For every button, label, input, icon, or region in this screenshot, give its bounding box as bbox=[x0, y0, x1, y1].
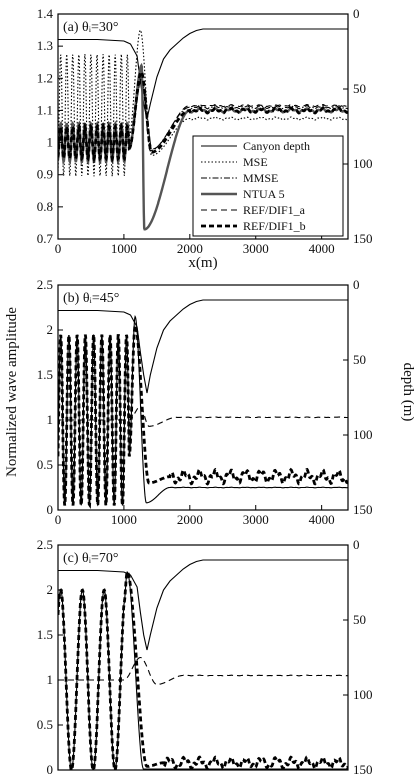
series-line-ref-dif1-b bbox=[58, 70, 348, 164]
plot-frame bbox=[57, 544, 349, 771]
series-line-canyon-depth bbox=[58, 559, 348, 651]
y-tick-label: 0.9 bbox=[37, 167, 53, 182]
x-tick-label: 4000 bbox=[309, 512, 335, 527]
series-line-ntua-5 bbox=[58, 571, 348, 770]
y2-tick-label: 0 bbox=[353, 6, 360, 21]
y2-tick-label: 50 bbox=[353, 612, 366, 627]
right-axis-label: depth (m) bbox=[400, 363, 414, 422]
panel-1: 0.7 0.8 0.9 1 1.1 1.2 1.3 1.4 0 50 100 150 0 1000 2000… bbox=[37, 6, 373, 271]
y2-tick-label: 0 bbox=[353, 277, 360, 292]
series-line-ref-dif1-a bbox=[58, 405, 348, 427]
legend-entry: REF/DIF1_a bbox=[243, 203, 306, 217]
panel-label: (b) θᵢ=45° bbox=[63, 291, 119, 306]
left-axis-label: Normalized wave amplitude bbox=[4, 307, 20, 477]
y-tick-label: 1.3 bbox=[37, 38, 53, 53]
legend-entry: NTUA 5 bbox=[243, 187, 285, 201]
y-tick-label: 0 bbox=[47, 762, 54, 777]
y2-tick-label: 150 bbox=[353, 762, 373, 777]
series-line-canyon-depth bbox=[58, 299, 348, 394]
x-axis-label: x(m) bbox=[188, 255, 217, 271]
y2-tick-label: 50 bbox=[353, 81, 366, 96]
x-tick-label: 1000 bbox=[111, 512, 137, 527]
y-tick-label: 1.1 bbox=[37, 102, 53, 117]
y-tick-label: 1 bbox=[47, 412, 54, 427]
y-tick-label: 0.5 bbox=[37, 457, 53, 472]
legend-entry: Canyon depth bbox=[243, 139, 310, 153]
x-tick-label: 4000 bbox=[309, 241, 335, 256]
panel-label: (a) θᵢ=30° bbox=[63, 20, 119, 35]
x-tick-label: 2000 bbox=[177, 512, 203, 527]
y2-tick-label: 150 bbox=[353, 502, 373, 517]
series-line-ref-dif1-a bbox=[58, 656, 348, 686]
plot-frame bbox=[57, 13, 349, 240]
legend-entry: MSE bbox=[243, 155, 268, 169]
series-line-ref-dif1-b bbox=[58, 570, 348, 770]
y-tick-label: 0 bbox=[47, 502, 54, 517]
y-tick-label: 1.4 bbox=[37, 6, 54, 21]
y2-tick-label: 50 bbox=[353, 352, 366, 367]
y2-tick-label: 150 bbox=[353, 231, 373, 246]
series-line-canyon-depth bbox=[58, 28, 348, 120]
y-tick-label: 1 bbox=[47, 135, 54, 150]
y-tick-label: 2 bbox=[47, 582, 54, 597]
y-tick-label: 0.5 bbox=[37, 717, 53, 732]
y2-tick-label: 100 bbox=[353, 687, 373, 702]
y-tick-label: 1.5 bbox=[37, 367, 53, 382]
panel-3: 0 0.5 1 1.5 2 2.5 0 50 100 150 (c) θᵢ=70° bbox=[37, 537, 373, 777]
legend-box bbox=[192, 135, 344, 237]
y-tick-label: 1 bbox=[47, 672, 54, 687]
x-tick-label: 1000 bbox=[111, 241, 137, 256]
x-tick-label: 3000 bbox=[243, 241, 269, 256]
y-tick-label: 0.8 bbox=[37, 199, 53, 214]
y2-tick-label: 0 bbox=[353, 537, 360, 552]
y2-tick-label: 100 bbox=[353, 427, 373, 442]
legend-entry: REF/DIF1_b bbox=[243, 219, 306, 233]
y-tick-label: 1.5 bbox=[37, 627, 53, 642]
y2-tick-label: 100 bbox=[353, 156, 373, 171]
legend-entry: MMSE bbox=[243, 171, 278, 185]
x-tick-label: 2000 bbox=[177, 241, 203, 256]
y-tick-label: 0.7 bbox=[37, 231, 54, 246]
plot-frame bbox=[57, 284, 349, 511]
x-tick-label: 0 bbox=[55, 241, 62, 256]
y-tick-label: 2.5 bbox=[37, 537, 53, 552]
series-line-mse bbox=[58, 29, 348, 177]
y-tick-label: 1.2 bbox=[37, 70, 53, 85]
panel-2: 0 0.5 1 1.5 2 2.5 0 50 100 150 0 1000 2000 3000 4000 (b… bbox=[37, 277, 373, 527]
series-line-ref-dif1-b bbox=[58, 322, 348, 510]
x-tick-label: 3000 bbox=[243, 512, 269, 527]
y-tick-label: 2 bbox=[47, 322, 54, 337]
y-tick-label: 2.5 bbox=[37, 277, 53, 292]
x-tick-label: 0 bbox=[55, 512, 62, 527]
panel-label: (c) θᵢ=70° bbox=[63, 551, 119, 566]
